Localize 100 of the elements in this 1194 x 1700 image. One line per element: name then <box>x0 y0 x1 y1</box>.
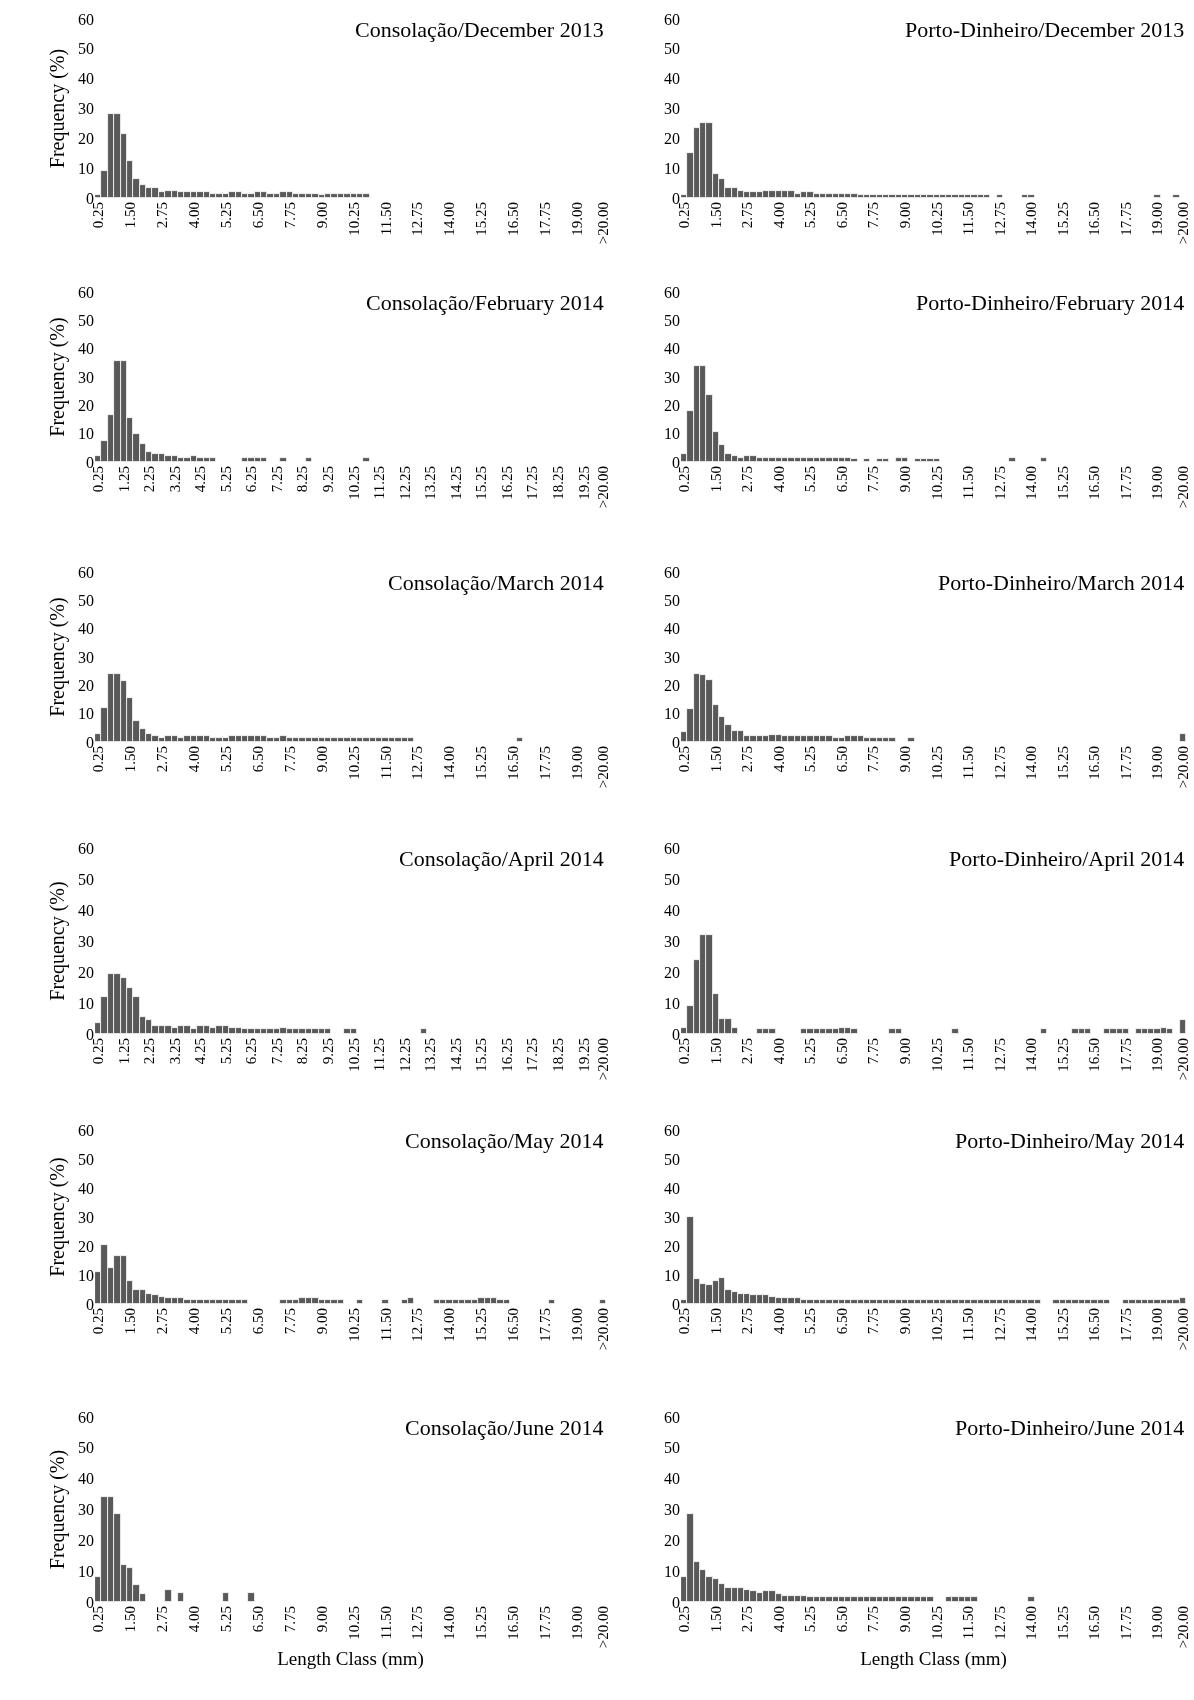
y-tick-label: 30 <box>78 932 94 950</box>
x-tick-label: 17.25 <box>524 1038 541 1072</box>
y-tick-label: 40 <box>664 1179 680 1197</box>
x-tick-label: 19.00 <box>569 1606 586 1640</box>
x-tick-label: 6.50 <box>249 202 266 229</box>
y-tick-label: 20 <box>78 129 94 147</box>
y-tick-label: 30 <box>78 100 94 118</box>
x-tick-label: 6.50 <box>249 1308 266 1335</box>
x-tick-label: 10.25 <box>345 202 362 236</box>
x-tick-label: 10.25 <box>928 1606 945 1640</box>
chart-title: Consolação/February 2014 <box>366 290 604 315</box>
chart-title: Porto-Dinheiro/June 2014 <box>955 1415 1185 1440</box>
x-tick-label: 17.75 <box>537 746 554 780</box>
x-tick-label: 17.75 <box>1117 1308 1134 1342</box>
x-tick-label: 2.25 <box>141 466 158 493</box>
y-tick-label: 20 <box>664 129 680 147</box>
x-tick-label: 9.00 <box>896 1308 913 1335</box>
x-tick-label: 19.25 <box>575 466 592 500</box>
x-tick-label: 12.75 <box>409 746 426 780</box>
x-tick-label: 14.00 <box>1023 1606 1040 1640</box>
x-tick-label: 4.25 <box>192 466 209 493</box>
x-tick-label: 9.00 <box>896 746 913 773</box>
y-tick-label: 50 <box>664 1150 680 1168</box>
x-tick-label: 6.50 <box>249 1606 266 1633</box>
y-tick-label: 60 <box>664 10 680 28</box>
y-tick-label: 10 <box>78 705 94 723</box>
bar <box>1179 733 1186 742</box>
x-tick-label: 15.25 <box>1054 746 1071 780</box>
x-tick-label: 2.75 <box>153 202 170 229</box>
x-tick-label: 14.00 <box>1023 202 1040 236</box>
y-tick-label: 20 <box>78 963 94 981</box>
chart-title: Consolação/June 2014 <box>405 1415 604 1440</box>
x-tick-label: 2.75 <box>153 746 170 773</box>
x-tick-label: 12.25 <box>396 1038 413 1072</box>
bar <box>1008 457 1016 462</box>
x-tick-label: 16.50 <box>1086 1606 1103 1640</box>
y-tick-label: 50 <box>78 1439 94 1457</box>
chart-title: Consolação/April 2014 <box>399 846 604 871</box>
bar <box>356 1299 363 1304</box>
bar <box>305 457 312 462</box>
x-tick-label: 10.25 <box>928 1038 945 1072</box>
x-tick-label: 15.25 <box>1054 202 1071 236</box>
x-tick-label: 1.50 <box>122 202 139 229</box>
y-tick-label: 20 <box>664 396 680 414</box>
x-tick-label: 12.75 <box>991 1606 1008 1640</box>
x-tick-label: 12.75 <box>409 202 426 236</box>
y-tick-label: 40 <box>78 620 94 638</box>
x-tick-label: 9.00 <box>313 746 330 773</box>
bar <box>177 1592 184 1602</box>
bar <box>951 1028 959 1034</box>
y-tick-label: 50 <box>664 591 680 609</box>
y-tick-label: 50 <box>78 870 94 888</box>
x-tick-label: >20.00 <box>1174 202 1191 245</box>
y-tick-label: 40 <box>664 620 680 638</box>
x-tick-label: >20.00 <box>594 1308 611 1351</box>
x-tick-label: 3.25 <box>166 466 183 493</box>
y-tick-label: 30 <box>664 932 680 950</box>
x-tick-label: 19.25 <box>575 1038 592 1072</box>
x-tick-label: 1.50 <box>707 1606 724 1633</box>
y-tick-label: 60 <box>664 839 680 857</box>
y-tick-label: 20 <box>78 1531 94 1549</box>
x-tick-label: 17.75 <box>537 1606 554 1640</box>
x-tick-label: 5.25 <box>802 1606 819 1633</box>
bar <box>1153 194 1161 198</box>
x-tick-label: 12.75 <box>991 202 1008 236</box>
x-tick-label: 14.00 <box>441 1606 458 1640</box>
x-tick-label: 19.00 <box>1149 1038 1166 1072</box>
x-tick-label: 19.00 <box>569 202 586 236</box>
chart-title: Consolação/March 2014 <box>388 570 604 595</box>
x-tick-label: 17.75 <box>1117 746 1134 780</box>
y-tick-label: 30 <box>664 368 680 386</box>
y-tick-label: 0 <box>672 189 680 207</box>
x-tick-label: 11.50 <box>960 466 977 500</box>
chart-title: Porto-Dinheiro/December 2013 <box>905 17 1185 42</box>
x-tick-label: 4.00 <box>770 202 787 229</box>
bar <box>599 1299 606 1304</box>
x-tick-label: 16.50 <box>505 746 522 780</box>
x-tick-label: 7.75 <box>865 466 882 493</box>
y-tick-label: 60 <box>78 1408 94 1426</box>
x-tick-label: 4.00 <box>185 746 202 773</box>
x-tick-label: 16.50 <box>505 202 522 236</box>
x-tick-label: 5.25 <box>217 1038 234 1065</box>
y-tick-label: 10 <box>664 1562 680 1580</box>
x-tick-label: 7.75 <box>281 202 298 229</box>
x-tick-label: 13.25 <box>422 466 439 500</box>
x-tick-label: 4.00 <box>185 202 202 229</box>
x-tick-label: 19.00 <box>1149 466 1166 500</box>
y-tick-label: 60 <box>664 1121 680 1139</box>
x-tick-label: 2.75 <box>739 1606 756 1633</box>
x-tick-label: 5.25 <box>217 746 234 773</box>
x-tick-label: 17.75 <box>1117 1038 1134 1072</box>
y-tick-label: 10 <box>78 1266 94 1284</box>
x-tick-label: 12.75 <box>991 746 1008 780</box>
y-tick-label: 40 <box>78 1179 94 1197</box>
x-tick-label: 11.50 <box>377 202 394 236</box>
x-tick-label: 11.50 <box>377 746 394 780</box>
x-tick-label: 4.00 <box>770 1308 787 1335</box>
x-tick-label: 14.00 <box>1023 746 1040 780</box>
bar <box>247 1592 255 1602</box>
x-tick-label: 9.25 <box>320 1038 337 1065</box>
